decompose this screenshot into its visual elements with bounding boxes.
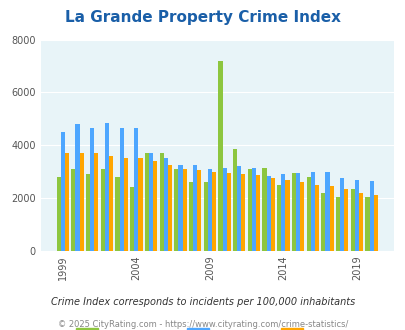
Bar xyxy=(115,177,119,251)
Bar xyxy=(270,178,274,251)
Bar xyxy=(241,174,245,251)
Bar xyxy=(310,172,314,251)
Bar xyxy=(159,153,163,251)
Bar xyxy=(153,161,157,251)
Bar xyxy=(207,169,211,251)
Bar xyxy=(262,168,266,251)
Bar xyxy=(256,175,260,251)
Bar xyxy=(163,158,167,251)
Bar xyxy=(369,181,373,251)
Bar xyxy=(203,182,207,251)
Bar xyxy=(358,193,362,251)
Bar xyxy=(373,195,377,251)
Bar xyxy=(232,149,237,251)
Bar xyxy=(329,186,333,251)
Bar xyxy=(266,176,270,251)
Bar xyxy=(306,177,310,251)
Bar xyxy=(193,165,197,251)
Bar xyxy=(222,168,226,251)
Bar xyxy=(251,168,256,251)
Bar xyxy=(90,128,94,251)
Legend: La Grande, Oregon, National: La Grande, Oregon, National xyxy=(71,324,362,330)
Bar xyxy=(354,180,358,251)
Bar xyxy=(343,189,347,251)
Bar xyxy=(130,187,134,251)
Bar xyxy=(149,153,153,251)
Bar xyxy=(61,132,65,251)
Bar xyxy=(285,180,289,251)
Bar xyxy=(299,182,303,251)
Bar xyxy=(109,156,113,251)
Bar xyxy=(339,178,343,251)
Bar xyxy=(65,153,69,251)
Bar xyxy=(71,169,75,251)
Bar xyxy=(218,61,222,251)
Bar xyxy=(335,197,339,251)
Bar xyxy=(281,174,285,251)
Bar xyxy=(314,185,318,251)
Bar xyxy=(350,189,354,251)
Text: La Grande Property Crime Index: La Grande Property Crime Index xyxy=(65,10,340,25)
Bar xyxy=(119,128,124,251)
Bar xyxy=(138,158,142,251)
Bar xyxy=(182,169,186,251)
Bar xyxy=(211,172,215,251)
Bar xyxy=(325,172,329,251)
Bar xyxy=(174,169,178,251)
Bar xyxy=(94,153,98,251)
Bar xyxy=(295,173,299,251)
Bar xyxy=(134,128,138,251)
Bar xyxy=(226,173,230,251)
Bar xyxy=(100,169,104,251)
Bar xyxy=(320,193,325,251)
Bar xyxy=(86,174,90,251)
Bar xyxy=(197,170,201,251)
Bar xyxy=(277,185,281,251)
Bar xyxy=(247,169,251,251)
Bar xyxy=(188,182,193,251)
Text: Crime Index corresponds to incidents per 100,000 inhabitants: Crime Index corresponds to incidents per… xyxy=(51,297,354,307)
Bar xyxy=(237,166,241,251)
Bar xyxy=(57,177,61,251)
Bar xyxy=(79,153,83,251)
Bar xyxy=(291,173,295,251)
Bar xyxy=(178,165,182,251)
Bar xyxy=(167,165,171,251)
Bar xyxy=(145,153,149,251)
Bar xyxy=(75,124,79,251)
Bar xyxy=(364,197,369,251)
Text: © 2025 CityRating.com - https://www.cityrating.com/crime-statistics/: © 2025 CityRating.com - https://www.city… xyxy=(58,320,347,329)
Bar xyxy=(104,123,109,251)
Bar xyxy=(124,158,128,251)
